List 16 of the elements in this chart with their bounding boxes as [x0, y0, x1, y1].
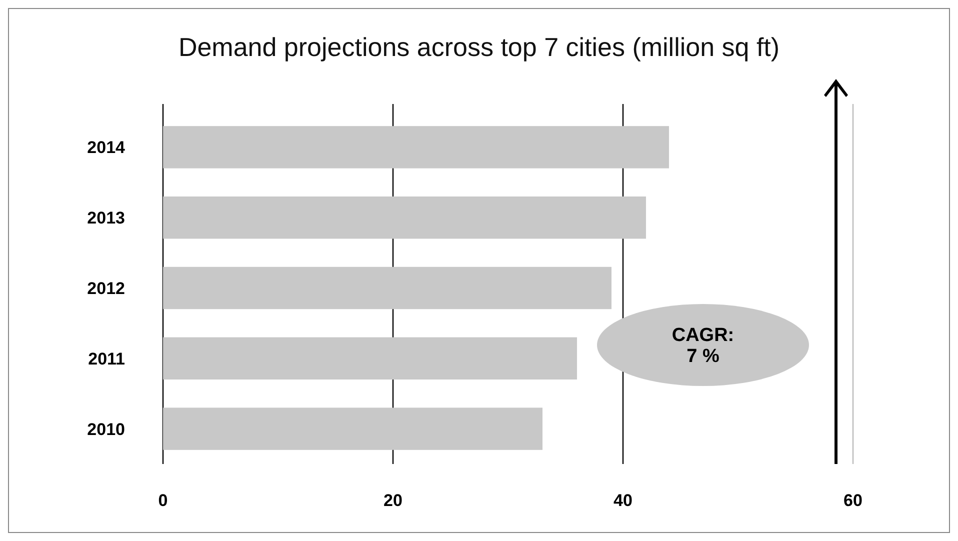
x-tick-label: 0 [158, 491, 168, 510]
bar [163, 408, 542, 450]
annotation: CAGR: 7 % [672, 325, 734, 368]
y-tick-label: 2014 [87, 138, 126, 158]
bar [163, 126, 669, 168]
bar [163, 337, 577, 380]
x-tick-label: 20 [384, 491, 402, 510]
y-tick-label: 2010 [87, 420, 125, 439]
y-tick-label: 2013 [87, 208, 125, 228]
y-tick-label: 2012 [87, 278, 125, 298]
chart-title: Demand projections across top 7 cities (million sq ft) [178, 32, 780, 62]
x-tick-label: 40 [614, 491, 632, 510]
bar [163, 266, 612, 310]
bar [163, 196, 646, 239]
x-tick-label: 60 [844, 491, 862, 510]
y-tick-label: 2011 [88, 349, 125, 368]
